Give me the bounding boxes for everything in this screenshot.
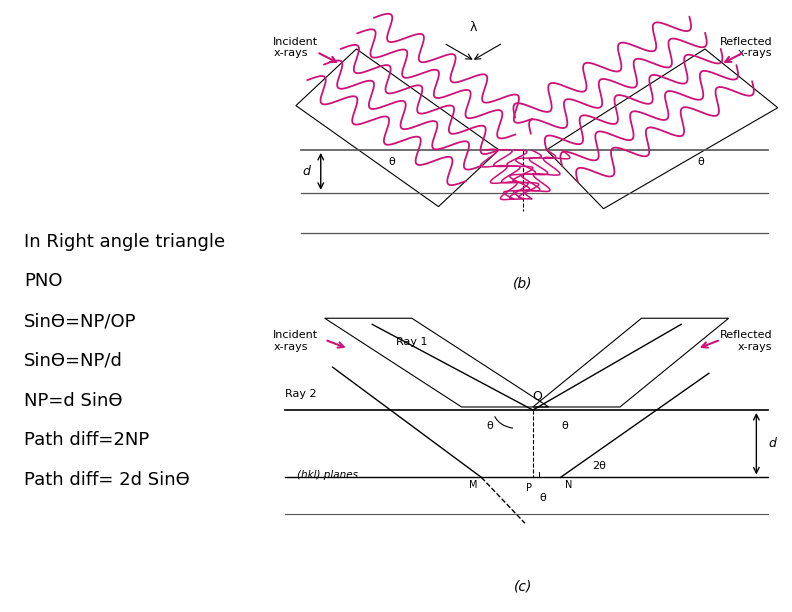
Text: θ: θ [562,421,568,431]
Text: M: M [469,480,478,490]
Text: Incident
x-rays: Incident x-rays [273,330,318,352]
Text: NP=d Sinϴ: NP=d Sinϴ [24,392,122,409]
Text: (b): (b) [513,277,532,291]
Text: θ: θ [389,157,395,167]
Text: N: N [565,480,572,490]
Text: Reflected
x-rays: Reflected x-rays [720,37,772,58]
Text: Sinϴ=NP/OP: Sinϴ=NP/OP [24,312,136,330]
Text: λ: λ [470,21,478,34]
Text: 2θ: 2θ [592,461,606,471]
Text: O: O [532,390,542,403]
Text: θ: θ [486,421,493,431]
Text: θ: θ [698,157,704,167]
Text: Path diff=2NP: Path diff=2NP [24,431,149,449]
Text: Ray 1: Ray 1 [396,337,428,346]
Text: Sinϴ=NP/d: Sinϴ=NP/d [24,352,123,370]
Text: P: P [526,483,532,493]
Text: Reflected
x-rays: Reflected x-rays [720,330,772,352]
Text: PNO: PNO [24,272,63,290]
Text: Incident
x-rays: Incident x-rays [273,37,318,58]
Text: d: d [303,165,310,178]
Text: (hkl) planes: (hkl) planes [297,471,358,480]
Text: θ: θ [539,493,546,502]
Text: Path diff= 2d Sinϴ: Path diff= 2d Sinϴ [24,471,189,489]
Text: (c): (c) [513,580,532,594]
Text: Ray 2: Ray 2 [285,389,317,398]
Text: d: d [768,437,776,450]
Text: In Right angle triangle: In Right angle triangle [24,233,225,250]
